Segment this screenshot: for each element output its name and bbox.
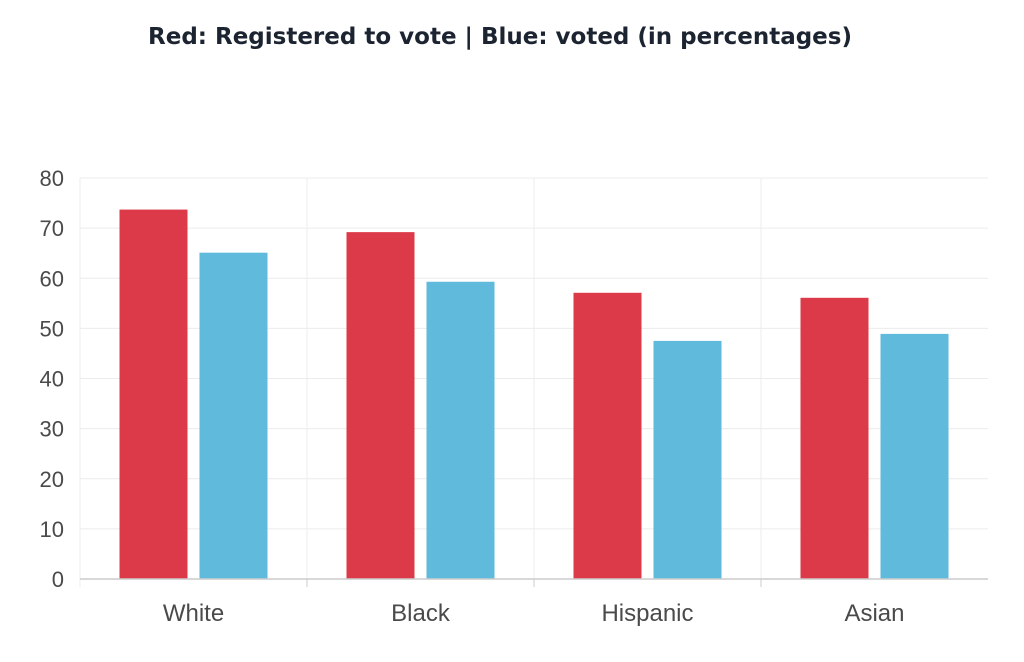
x-category-label: Asian bbox=[844, 600, 904, 627]
labels-layer: 0 10 20 30 40 50 60 70 80 White Black Hispanic Asian bbox=[40, 166, 905, 627]
bar-voted bbox=[199, 252, 268, 579]
bars-layer bbox=[119, 209, 949, 580]
y-tick-label: 60 bbox=[40, 266, 64, 291]
y-tick-label: 20 bbox=[40, 467, 64, 492]
bar-voted bbox=[653, 340, 722, 579]
x-category-label: Hispanic bbox=[601, 600, 693, 627]
bar-registered bbox=[573, 292, 642, 579]
y-tick-label: 10 bbox=[40, 517, 64, 542]
bar-registered bbox=[346, 232, 415, 579]
y-tick-label: 80 bbox=[40, 166, 64, 191]
y-tick-label: 40 bbox=[40, 367, 64, 392]
y-tick-label: 30 bbox=[40, 417, 64, 442]
y-tick-label: 70 bbox=[40, 216, 64, 241]
x-category-label: White bbox=[163, 600, 224, 627]
bar-registered bbox=[800, 297, 869, 579]
y-tick-label: 0 bbox=[52, 567, 64, 592]
x-category-label: Black bbox=[391, 600, 451, 627]
axis-layer bbox=[79, 178, 988, 587]
y-tick-label: 50 bbox=[40, 316, 64, 341]
bar-voted bbox=[880, 333, 949, 579]
bar-registered bbox=[119, 209, 188, 580]
bar-voted bbox=[426, 281, 495, 579]
chart-title: Red: Registered to vote | Blue: voted (i… bbox=[148, 24, 852, 50]
